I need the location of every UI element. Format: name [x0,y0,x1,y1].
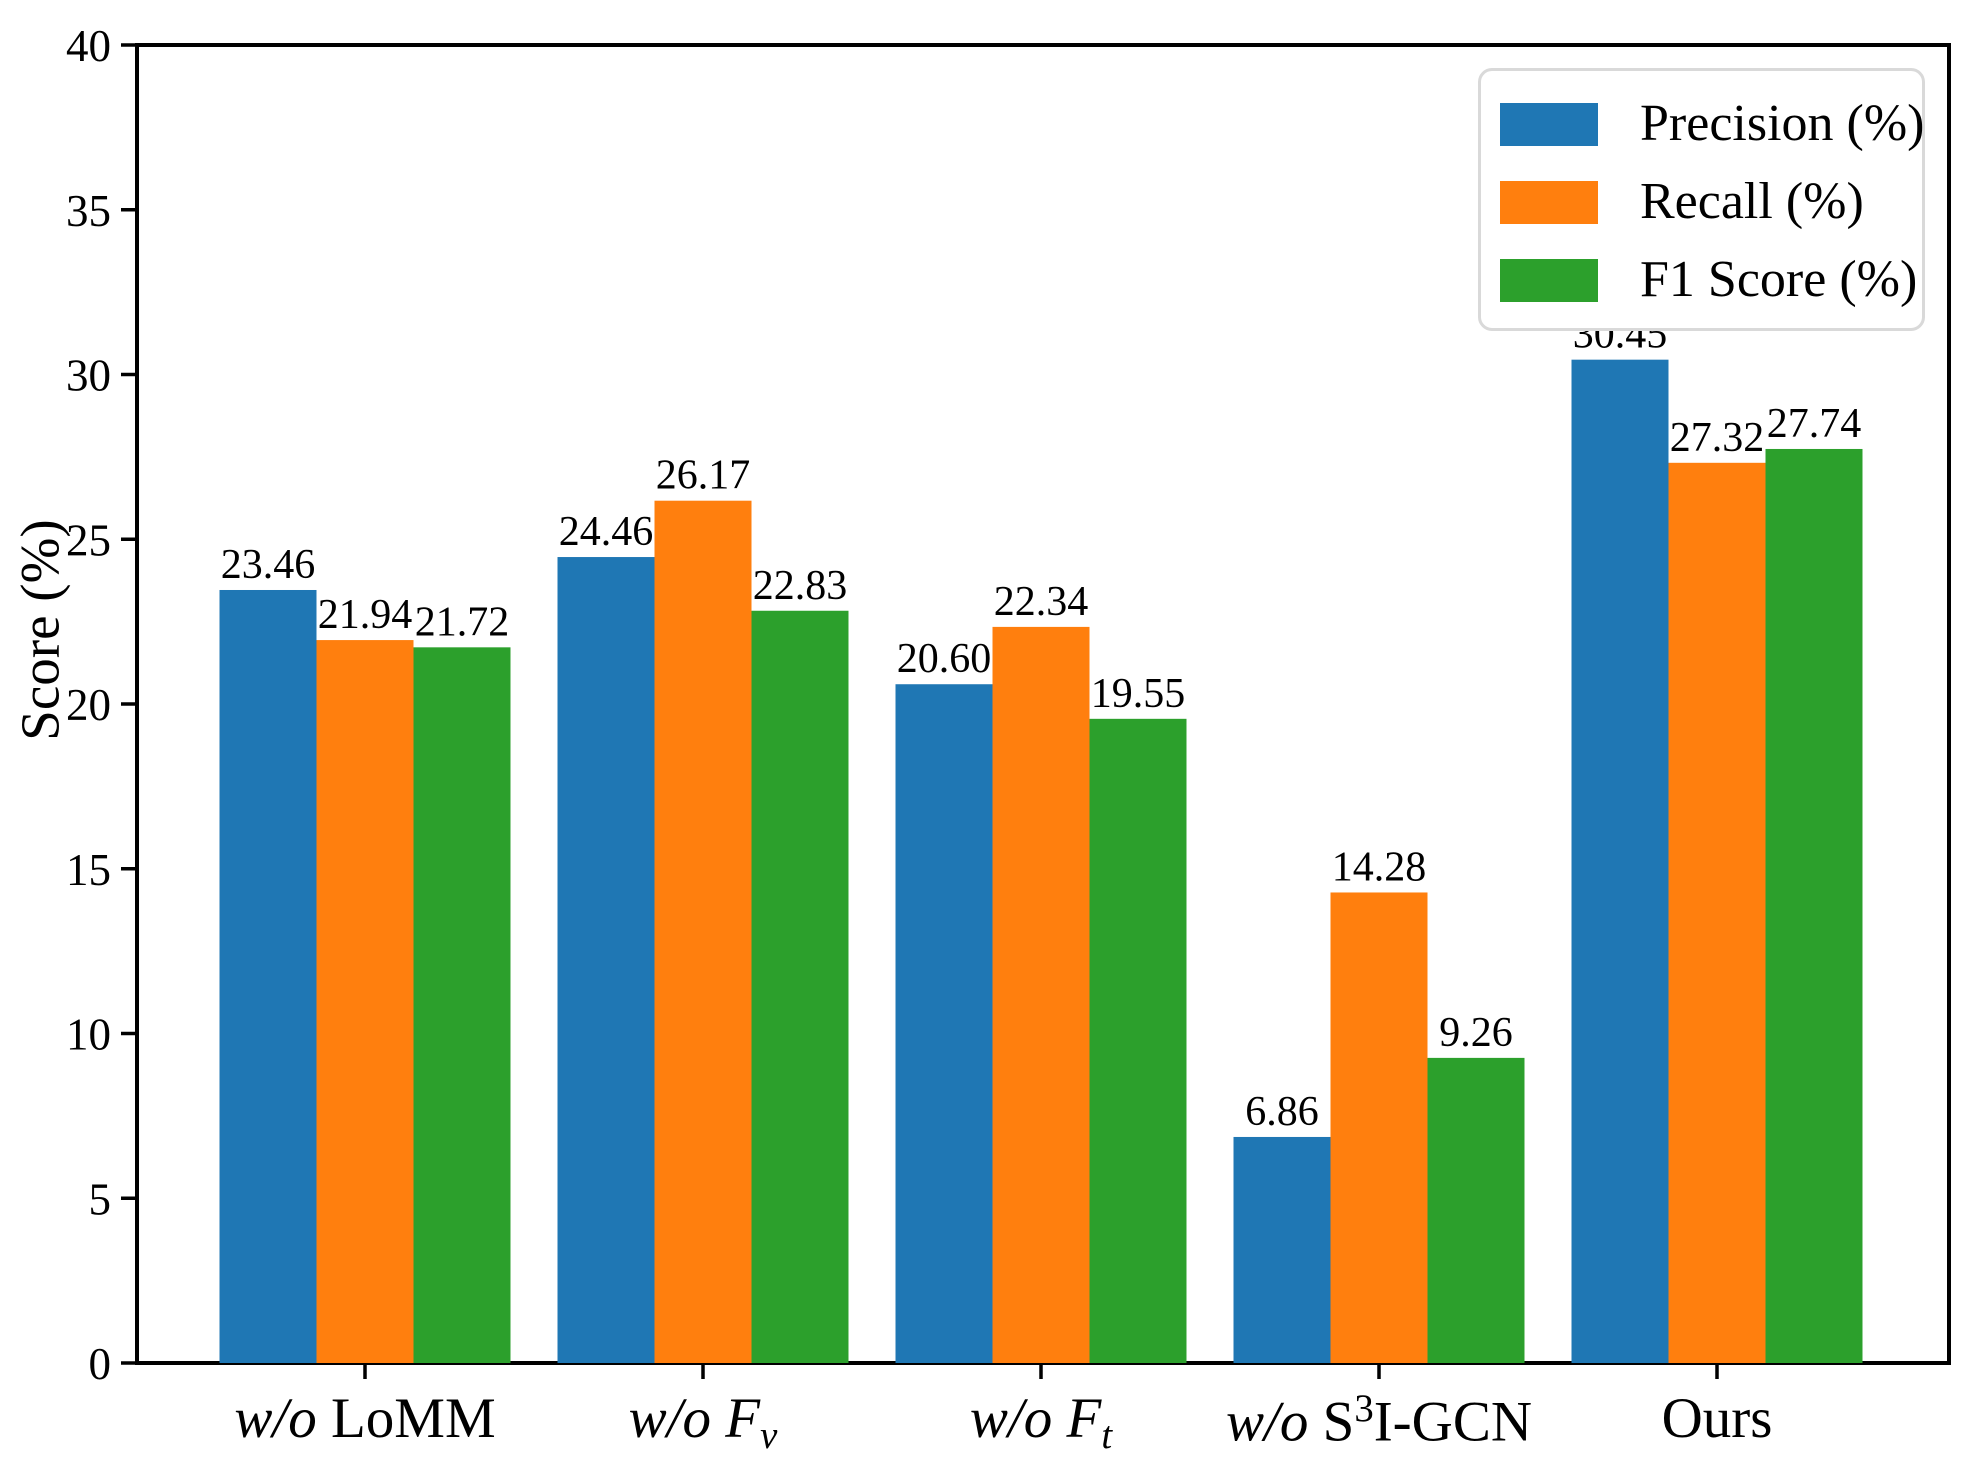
bar-value-label: 19.55 [1091,671,1186,717]
x-category-label-part: Ours [1661,1387,1773,1450]
bar [1427,1057,1525,1363]
bar [219,589,317,1363]
y-tick-label: 10 [66,1010,111,1060]
bar [557,557,655,1363]
bar-value-label: 26.17 [656,453,751,499]
x-category-label: w/o S3I-GCN [1226,1387,1532,1454]
x-category-label-part: w/o F [969,1387,1102,1450]
bar-value-label: 22.83 [753,563,848,609]
bar-value-label: 6.86 [1245,1089,1319,1135]
legend-swatch [1500,258,1598,302]
x-category-label-part: 3 [1354,1387,1374,1430]
y-tick-label: 40 [66,21,111,71]
x-category-label-part: w/o [234,1387,331,1450]
y-tick-label: 5 [89,1174,112,1224]
bar-value-label: 22.34 [994,579,1089,625]
x-category-label-part: v [760,1413,778,1457]
y-tick-label: 25 [66,515,111,565]
bar [413,647,511,1363]
bar [1765,448,1863,1363]
x-category-label-part: I-GCN [1373,1390,1532,1454]
x-category-label-part: w/o F [628,1387,761,1450]
legend-entry: F1 Score (%) [1500,248,1917,312]
legend: Precision (%) Recall (%) F1 Score (%) [1478,68,1925,331]
bar [654,500,752,1363]
x-category-label-part: t [1101,1413,1113,1457]
bar [1571,359,1669,1363]
bar [895,684,993,1363]
y-tick-label: 20 [66,680,111,730]
y-tick-label: 35 [66,186,111,236]
y-axis-label: Score (%) [9,519,71,741]
bar-value-label: 20.60 [897,636,992,682]
x-category-label-part: S [1322,1390,1355,1454]
bar-value-label: 14.28 [1332,844,1427,890]
bar-value-label: 23.46 [221,542,316,588]
x-category-label-part: w/o [1226,1390,1323,1454]
bar [1668,462,1766,1363]
bar-value-label: 27.32 [1670,415,1765,461]
legend-label: F1 Score (%) [1640,251,1918,308]
y-tick-label: 30 [66,351,111,401]
x-category-label: w/o Fv [629,1390,778,1456]
x-category-label: w/o LoMM [234,1390,495,1447]
bar [1089,718,1187,1363]
bar [316,640,414,1363]
legend-entry: Precision (%) [1500,92,1924,156]
bar [1330,892,1428,1363]
x-category-label-part: LoMM [330,1387,496,1450]
legend-label: Recall (%) [1640,173,1864,230]
x-category-label: w/o Ft [970,1390,1112,1456]
x-category-label: Ours [1662,1390,1773,1447]
bar-value-label: 24.46 [559,509,654,555]
bar-value-label: 21.72 [415,599,510,645]
bar [992,626,1090,1363]
bar [1233,1136,1331,1363]
bar [751,610,849,1363]
y-tick-label: 15 [66,845,111,895]
legend-swatch [1500,180,1598,224]
legend-swatch [1500,102,1598,146]
bar-value-label: 27.74 [1767,401,1862,447]
legend-entry: Recall (%) [1500,170,1902,234]
y-tick-label: 0 [89,1339,112,1389]
bar-value-label: 21.94 [318,592,413,638]
bar-value-label: 9.26 [1439,1010,1513,1056]
legend-label: Precision (%) [1640,95,1925,152]
